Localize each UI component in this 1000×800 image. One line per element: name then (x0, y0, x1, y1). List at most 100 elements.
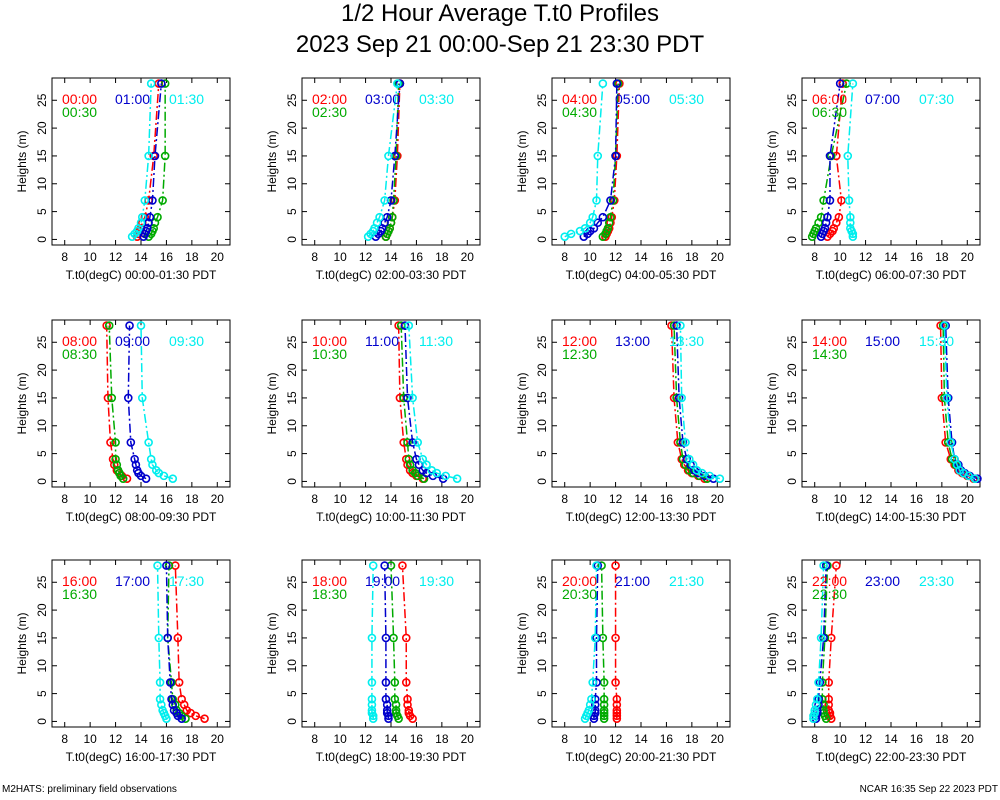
legend-label: 11:30 (419, 333, 453, 349)
series-point (155, 678, 165, 687)
series-point (391, 708, 401, 718)
series-point (606, 196, 615, 205)
series-point (408, 393, 417, 403)
series-point (403, 438, 412, 447)
series-line (670, 325, 705, 480)
series-point (106, 438, 115, 447)
series-line (404, 325, 444, 480)
series-point (164, 561, 174, 570)
series-point (110, 460, 119, 470)
x-tick-label: 20 (961, 732, 975, 746)
series-point (674, 393, 684, 403)
series-point (102, 321, 111, 330)
y-tick-label: 15 (285, 391, 299, 405)
series-point (158, 705, 167, 715)
legend-label: 05:00 (615, 91, 650, 107)
series-line (583, 83, 618, 238)
legend-label: 15:00 (865, 333, 900, 349)
series-point (705, 471, 714, 481)
x-tick-label: 10 (83, 250, 97, 264)
series-point (391, 700, 401, 710)
y-tick-label: 25 (535, 93, 549, 107)
x-tick-label: 12 (859, 732, 873, 746)
legend-label: 00:00 (62, 91, 97, 107)
y-tick-label: 10 (285, 419, 299, 433)
series-point (382, 705, 392, 715)
series-point (844, 196, 854, 205)
x-tick-label: 16 (410, 492, 424, 506)
legend-label: 17:30 (169, 573, 204, 589)
series-point (143, 224, 152, 233)
series-point (599, 700, 609, 710)
series-point (611, 561, 620, 570)
y-tick-label: 25 (285, 93, 299, 107)
legend-label: 08:30 (62, 346, 97, 362)
x-tick-label: 14 (134, 492, 148, 506)
y-tick-label: 20 (285, 603, 299, 617)
series-point (132, 465, 142, 475)
series-point (715, 474, 725, 483)
x-tick-label: 14 (134, 250, 148, 264)
series-line (602, 83, 619, 238)
y-tick-label: 0 (785, 478, 799, 485)
x-tick-label: 12 (109, 732, 123, 746)
y-tick-label: 5 (285, 450, 299, 457)
x-tick-label: 10 (583, 250, 597, 264)
legend-label: 02:30 (312, 104, 347, 120)
series-point (381, 694, 391, 704)
series-point (685, 454, 694, 464)
y-tick-label: 10 (35, 419, 49, 433)
legend-label: 07:30 (919, 91, 954, 107)
series-line (174, 565, 205, 720)
x-tick-label: 10 (583, 732, 597, 746)
legend-label: 01:00 (115, 91, 150, 107)
x-tick-label: 14 (634, 492, 648, 506)
y-axis-label: Heights (m) (265, 130, 279, 192)
legend-label: 03:30 (419, 91, 454, 107)
legend-label: 13:00 (615, 333, 650, 349)
x-tick-label: 8 (311, 732, 318, 746)
x-axis-label: T.t0(degC) 18:00-19:30 PDT (316, 750, 467, 764)
series-line (944, 325, 978, 480)
series-point (814, 678, 823, 687)
y-tick-label: 25 (535, 335, 549, 349)
series-point (403, 700, 412, 710)
y-tick-label: 0 (785, 236, 799, 243)
series-point (177, 694, 186, 704)
series-point (403, 393, 412, 403)
legend-label: 22:30 (812, 586, 847, 602)
x-tick-label: 8 (811, 732, 818, 746)
series-point (825, 151, 835, 161)
series-point (612, 708, 622, 718)
series-point (200, 714, 209, 723)
y-axis-label: Heights (m) (765, 130, 779, 192)
series-point (413, 438, 423, 447)
series-point (612, 79, 622, 88)
series-line (165, 565, 183, 720)
y-tick-label: 5 (535, 208, 549, 215)
series-line (675, 325, 714, 480)
series-point (130, 454, 139, 464)
profile-panel: 8 10 12 14 16 18 20 0 5 10 15 20 25 T.t0(degC) 20:00-… (515, 559, 731, 764)
x-tick-label: 18 (435, 250, 449, 264)
y-axis-label: Heights (m) (765, 612, 779, 674)
x-tick-label: 18 (935, 732, 949, 746)
y-tick-label: 10 (785, 419, 799, 433)
series-line (679, 325, 721, 480)
series-point (131, 460, 141, 470)
profile-panel: 8 10 12 14 16 18 20 0 5 10 15 20 25 T.t0(degC) 04:00-… (515, 77, 731, 282)
series-point (848, 79, 858, 88)
series-point (125, 321, 134, 330)
series-point (688, 460, 698, 470)
series-point (403, 460, 412, 470)
series-point (404, 708, 414, 718)
series-point (604, 218, 614, 228)
y-axis-label: Heights (m) (515, 612, 529, 674)
y-tick-label: 15 (535, 391, 549, 405)
x-tick-label: 10 (333, 492, 347, 506)
x-tick-label: 8 (61, 492, 68, 506)
series-point (137, 212, 147, 222)
legend-label: 00:30 (62, 104, 97, 120)
series-point (384, 151, 393, 161)
x-tick-label: 20 (211, 732, 225, 746)
